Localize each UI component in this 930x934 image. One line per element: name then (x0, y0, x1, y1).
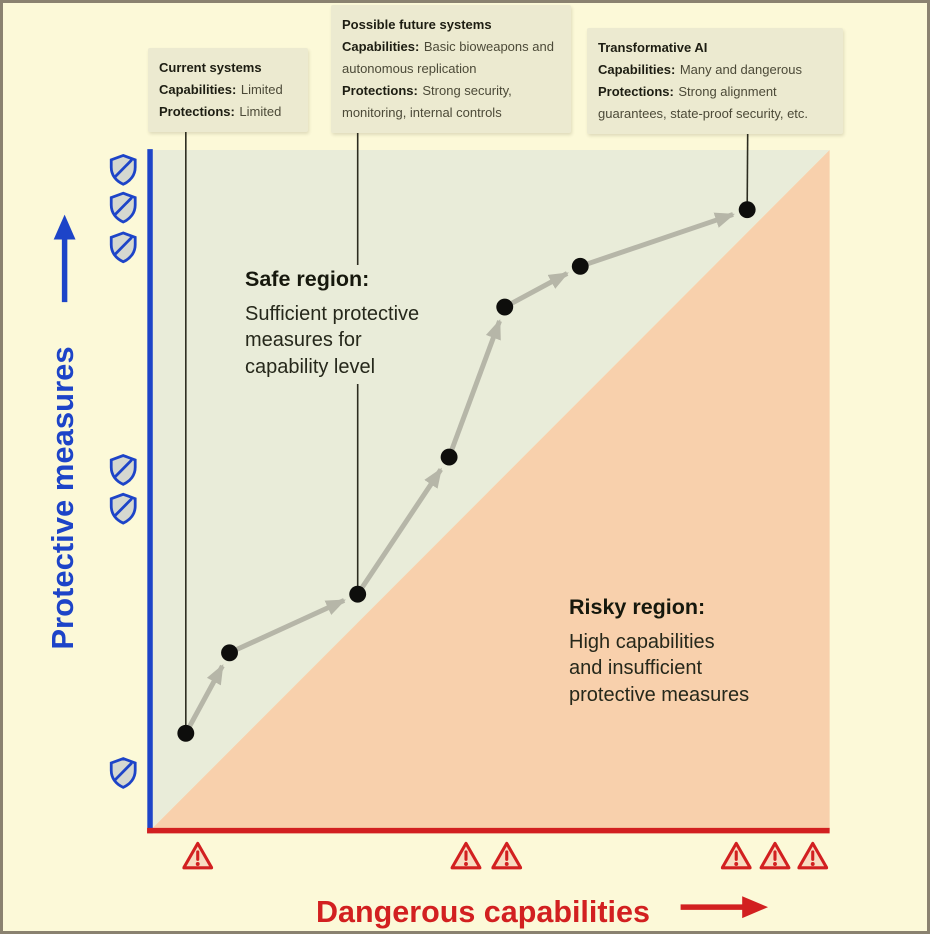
protections-value: Strong security, monitoring, internal co… (342, 83, 512, 121)
warning-triangle-icon (182, 841, 214, 870)
protections-label: Protections: (159, 104, 235, 120)
shield-icon (109, 231, 137, 264)
protections-label: Protections: (342, 83, 418, 99)
safe-region-title: Safe region: (245, 267, 370, 291)
risky-region-title: Risky region: (569, 595, 706, 619)
chart-canvas (53, 62, 830, 919)
trajectory-point (221, 644, 238, 662)
note-capabilities-line: Capabilities: Basic bioweapons and autono… (342, 36, 560, 80)
capabilities-value: Basic bioweapons and autonomous replicat… (342, 39, 554, 77)
warning-triangle-icon (450, 841, 482, 870)
risky-region-fill (150, 150, 830, 831)
risky-region-description: High capabilities and insufficient prote… (569, 631, 750, 706)
trajectory-point (177, 724, 195, 742)
trajectory-point (738, 201, 756, 219)
trajectory-arrow (355, 467, 443, 596)
capabilities-label: Capabilities: (598, 62, 676, 78)
warning-triangle-icon (720, 841, 752, 870)
note-protections-line: Protections: Limited (159, 101, 297, 123)
protections-label: Protections: (598, 84, 674, 100)
trajectory-arrow (228, 598, 346, 656)
warning-triangle-icon (759, 841, 791, 870)
note-capabilities-line: Capabilities: Limited (159, 79, 297, 101)
trajectory-point (349, 585, 367, 603)
annotation-box-transformative-ai: Transformative AI Capabilities: Many and … (587, 28, 843, 135)
shield-icon (109, 492, 137, 525)
trajectory-arrow (183, 664, 225, 735)
note-title: Transformative AI (598, 40, 708, 55)
note-title: Current systems (159, 60, 262, 75)
trajectory-arrow (503, 271, 569, 310)
safe-region-caption: Safe region: Sufficient protective measu… (245, 265, 457, 385)
note-protections-line: Protections: Strong security, monitoring,… (342, 80, 560, 124)
note-protections-line: Protections: Strong alignment guarantees,… (598, 81, 832, 125)
x-axis-label: Dangerous capabilities (316, 895, 650, 929)
trajectory-arrow (446, 319, 502, 458)
trajectory-arrow (579, 212, 735, 269)
safe-region-description: Sufficient protective measures for capab… (245, 303, 420, 378)
capabilities-value: Many and dangerous (679, 62, 802, 78)
shield-icon (109, 154, 137, 186)
warning-triangle-icon (491, 841, 523, 870)
up-arrow-icon (53, 214, 76, 303)
warning-triangle-icon (797, 841, 829, 870)
shield-icon (109, 454, 137, 486)
trajectory-point (571, 257, 589, 275)
annotation-box-possible-future-systems: Possible future systems Capabilities: Bas… (331, 5, 571, 134)
annotation-box-current-systems: Current systems Capabilities: Limited Pro… (148, 48, 308, 133)
right-arrow-icon (680, 896, 769, 919)
capabilities-label: Capabilities: (342, 39, 420, 55)
capabilities-label: Capabilities: (159, 82, 237, 98)
shield-icon (109, 191, 137, 224)
risky-region-caption: Risky region: High capabilities and insu… (569, 595, 819, 708)
shield-icon (109, 757, 137, 789)
protections-value: Limited (239, 104, 282, 120)
protections-value: Strong alignment guarantees, state-proof… (598, 84, 809, 122)
capabilities-value: Limited (240, 82, 283, 98)
note-capabilities-line: Capabilities: Many and dangerous (598, 59, 832, 81)
trajectory-point (496, 298, 514, 316)
trajectory-point (440, 448, 458, 466)
y-axis-label: Protective measures (45, 346, 80, 650)
note-title: Possible future systems (342, 17, 492, 32)
